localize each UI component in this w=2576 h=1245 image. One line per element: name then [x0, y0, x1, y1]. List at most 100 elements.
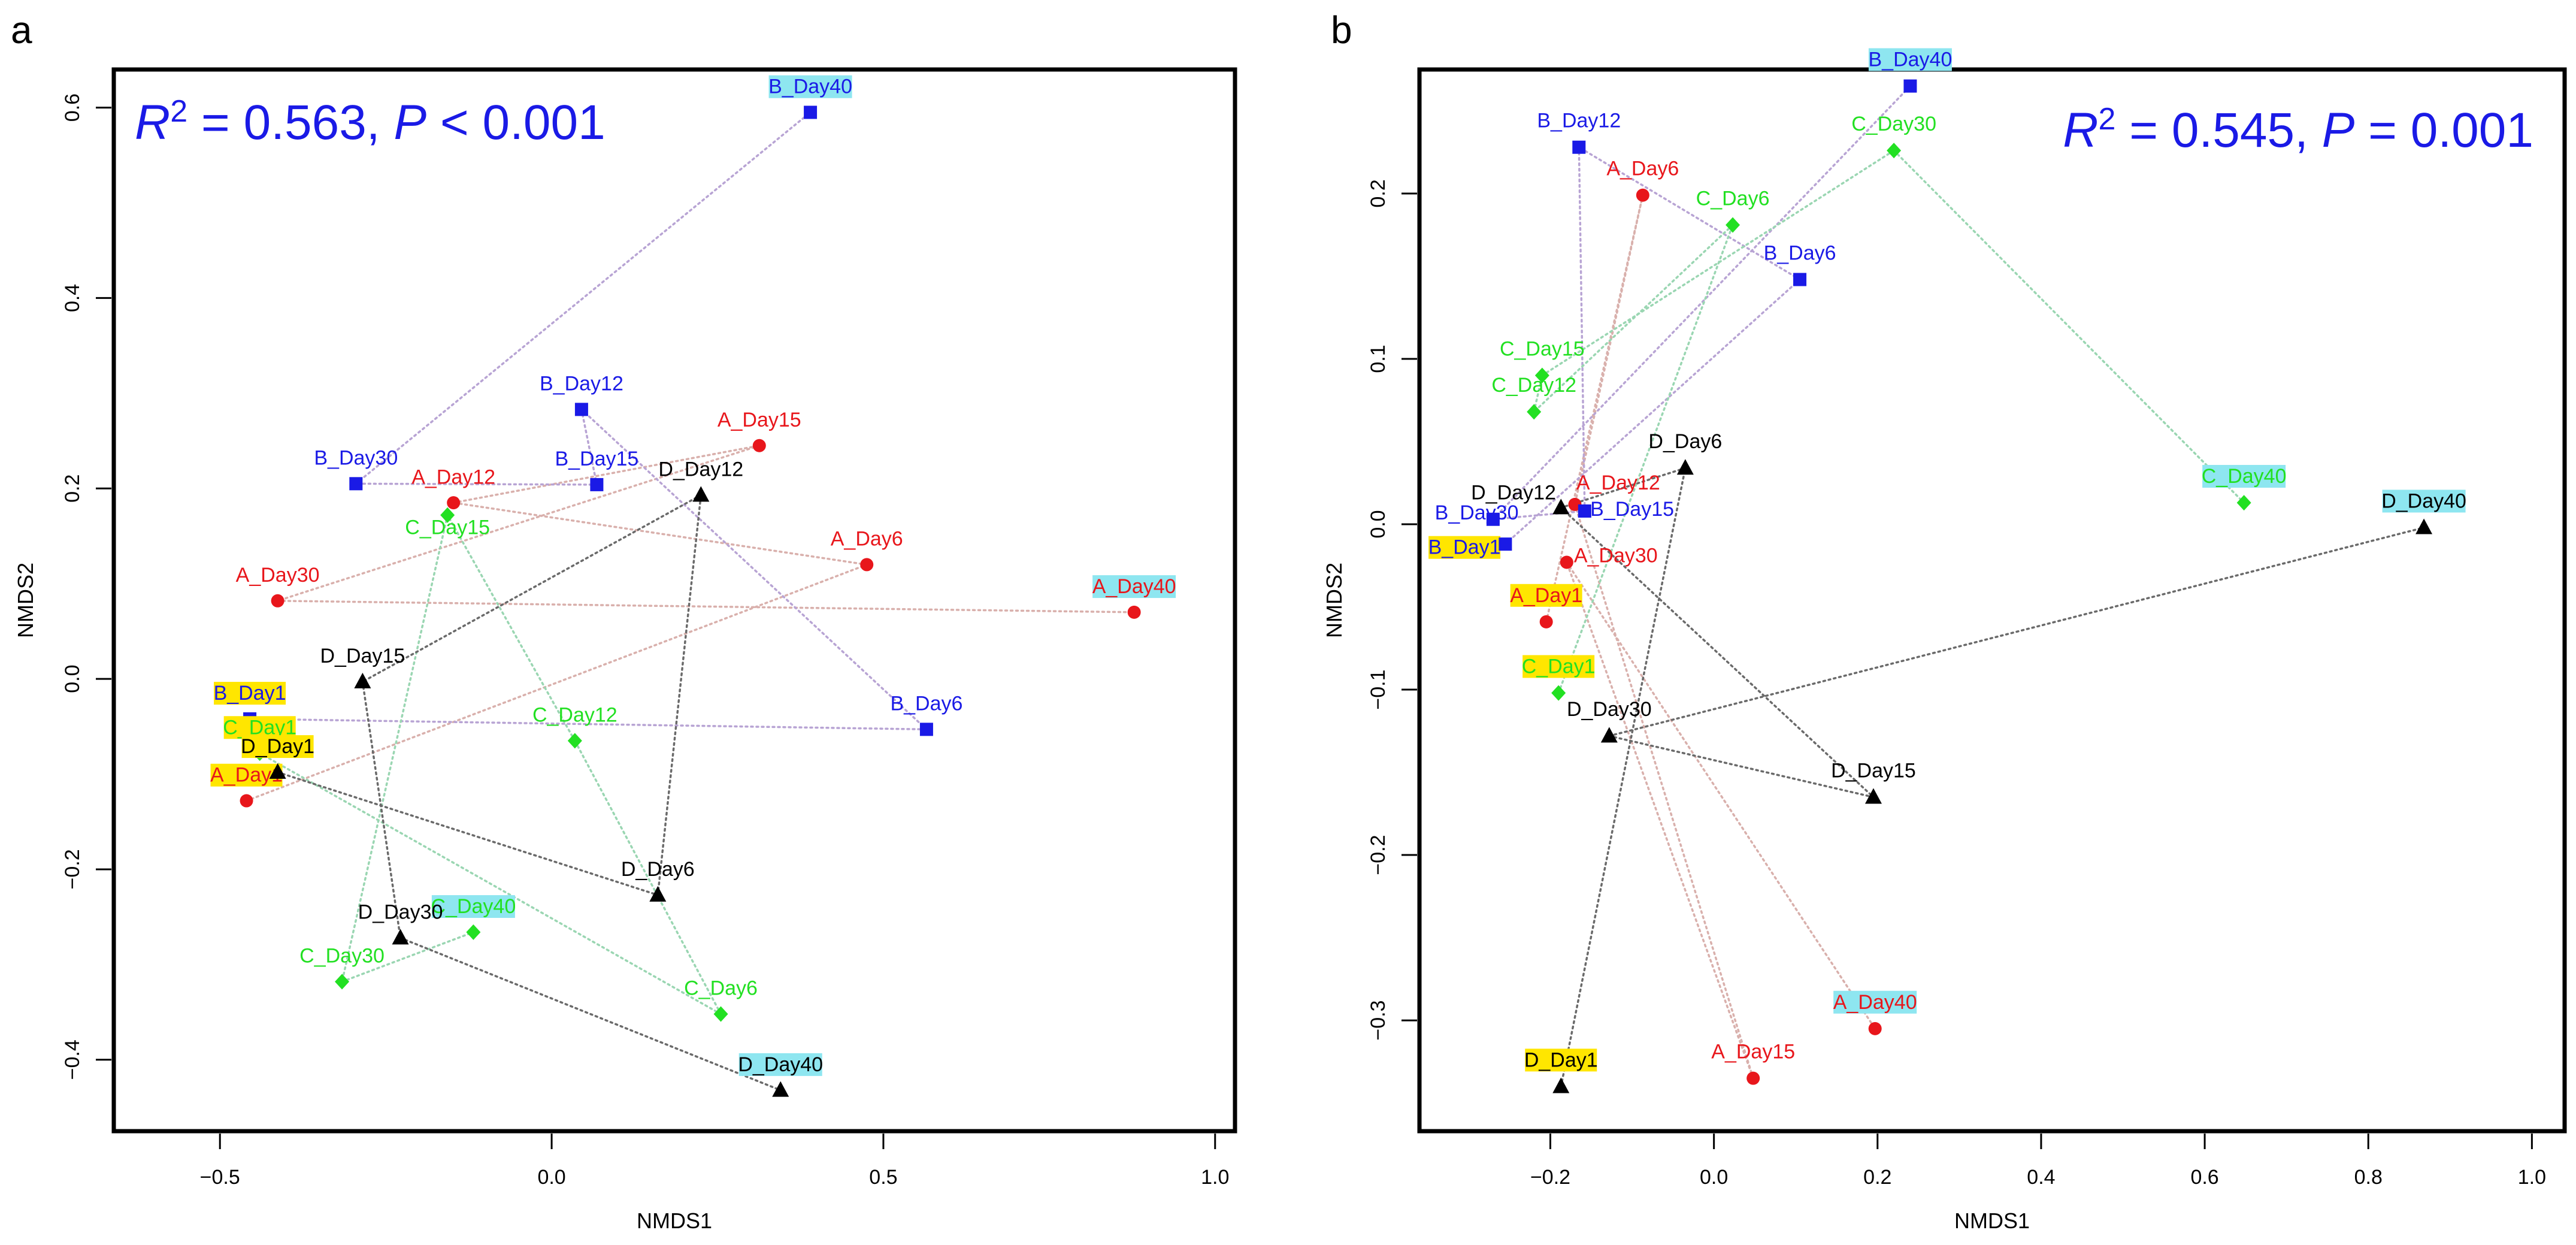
panel-b-point-C_Day1-label: C_Day1	[1522, 655, 1596, 678]
panel-b-point-C_Day6-marker	[1726, 217, 1740, 233]
panel-b-point-C_Day6-label: C_Day6	[1696, 187, 1770, 210]
panel-a-y-tick-label: 0.2	[61, 475, 84, 503]
panel-b-point-A_Day15-marker	[1746, 1071, 1760, 1085]
panel-a-point-B_Day15-marker	[590, 478, 604, 491]
panel-a-point-C_Day40-label-highlight	[431, 895, 515, 918]
panel-b-segment-B_Day30-B_Day40	[1492, 84, 1912, 521]
panel-a-segment-A_Day15-A_Day30	[276, 444, 761, 602]
panel-b-segments	[1492, 84, 2425, 1088]
panel-b-p-symbol: P	[2322, 103, 2355, 158]
panel-b-point-D_Day30-marker	[1600, 727, 1618, 743]
panel-b-point-C_Day40-label: C_Day40	[2202, 465, 2287, 488]
panel-a-segment-A_Day12-A_Day15	[452, 444, 761, 504]
panel-b-point-B_Day12-marker	[1572, 140, 1586, 154]
panel-a-x-tick-label: 0.0	[537, 1166, 565, 1189]
panel-b-point-D_Day6-marker	[1676, 459, 1694, 475]
panel-a-point-C_Day1-label-highlight	[223, 716, 296, 739]
panel-a-point-C_Day12-label: C_Day12	[532, 704, 617, 727]
panel-a-point-A_Day6-label: A_Day6	[831, 528, 903, 551]
panel-a-point-C_Day30-label: C_Day30	[299, 945, 385, 968]
panel-a-point-A_Day40-label: A_Day40	[1092, 575, 1176, 598]
panel-a-stats-annotation: R2 = 0.563, P < 0.001	[135, 94, 606, 150]
panel-b-point-D_Day40-marker	[2415, 518, 2433, 534]
panel-b-plot-frame	[1417, 67, 2567, 1134]
panel-b-point-A_Day40-label: A_Day40	[1833, 991, 1917, 1014]
panel-b-point-B_Day40-label: B_Day40	[1868, 48, 1952, 71]
panel-b-point-B_Day1-label: B_Day1	[1428, 536, 1501, 559]
panel-a-segment-C_Day12-C_Day15	[446, 514, 576, 742]
panel-b-p-value: = 0.001	[2354, 103, 2533, 158]
panel-a-segment-C_Day1-C_Day6	[258, 752, 722, 1016]
panel-b-point-A_Day12-label: A_Day12	[1576, 472, 1660, 494]
panel-a-point-D_Day12-marker	[692, 486, 710, 502]
panel-a-segment-A_Day30-A_Day40	[276, 600, 1136, 614]
panel-b-stats-annotation: R2 = 0.545, P = 0.001	[2063, 102, 2533, 158]
panel-a-point-A_Day6-marker	[860, 558, 874, 572]
panel-b-point-B_Day15-marker	[1578, 504, 1591, 518]
panel-a-point-B_Day12-marker	[574, 403, 588, 416]
panel-b-segment-C_Day15-C_Day30	[1541, 149, 1895, 377]
panel-a-point-D_Day6-marker	[649, 886, 667, 902]
panel-a-point-D_Day6-label: D_Day6	[621, 858, 695, 881]
panel-b-y-tick-label: −0.3	[1367, 1001, 1390, 1041]
panel-a-point-D_Day15-label: D_Day15	[320, 645, 405, 667]
panel-b-point-C_Day15-label: C_Day15	[1500, 338, 1585, 361]
panel-a-point-C_Day6-label: C_Day6	[684, 977, 758, 1000]
panel-a-segment-B_Day15-B_Day30	[355, 482, 598, 486]
panel-b-segment-C_Day6-C_Day12	[1533, 223, 1734, 413]
panel-a-point-A_Day1-label: A_Day1	[210, 764, 283, 787]
panel-a-segment-B_Day30-B_Day40	[355, 111, 812, 485]
panel-b-point-A_Day30-label: A_Day30	[1574, 545, 1658, 567]
panel-b-y-tick-label: −0.1	[1367, 669, 1390, 709]
panel-b-point-A_Day6-marker	[1636, 188, 1649, 202]
panel-b-x-axis-title: NMDS1	[1954, 1208, 2030, 1233]
panel-b-point-D_Day1-label-highlight	[1525, 1048, 1597, 1072]
panel-b-point-A_Day1-marker	[1539, 615, 1553, 628]
panel-a-point-A_Day15-label: A_Day15	[718, 409, 801, 431]
panel-a-point-B_Day30-marker	[349, 477, 363, 491]
panel-a-r2-superscript: 2	[170, 94, 187, 129]
panel-b-point-D_Day40-label: D_Day40	[2381, 489, 2466, 512]
panel-b-point-B_Day40-label-highlight	[1868, 48, 1952, 71]
panel-a-y-tick-label: −0.4	[61, 1039, 84, 1080]
panel-b-point-D_Day15-marker	[1864, 788, 1882, 804]
panel-a-letter: a	[11, 8, 32, 52]
panel-b-point-A_Day15-label: A_Day15	[1711, 1041, 1795, 1063]
panel-a-x-tick-label: 0.5	[869, 1166, 897, 1189]
panel-a-y-tick-label: 0.6	[61, 93, 84, 122]
panel-a-segment-D_Day6-D_Day12	[656, 494, 703, 896]
panel-a-point-A_Day12-label: A_Day12	[411, 466, 495, 488]
panel-a-segment-D_Day15-D_Day30	[361, 681, 402, 939]
panel-a-segment-A_Day6-A_Day12	[452, 501, 868, 566]
panel-b-point-A_Day40-marker	[1868, 1022, 1882, 1035]
panel-a-segment-B_Day12-B_Day15	[580, 408, 598, 486]
panel-a-point-B_Day40-label: B_Day40	[768, 75, 852, 98]
panel-b-segment-B_Day1-B_Day6	[1504, 278, 1801, 545]
panel-a-segment-A_Day1-A_Day6	[245, 563, 868, 802]
panel-b-point-C_Day40-label-highlight	[2202, 465, 2286, 488]
panel-b-segment-A_Day6-A_Day12	[1573, 194, 1644, 506]
panel-a-plot-frame	[111, 67, 1237, 1134]
panel-b-segment-A_Day1-A_Day6	[1545, 194, 1644, 623]
panel-b-segment-D_Day12-D_Day15	[1560, 506, 1875, 799]
panel-b-x-tick-label: 0.0	[1700, 1166, 1728, 1189]
panel-a-point-D_Day40-label-highlight	[738, 1053, 822, 1076]
panel-b-segment-D_Day15-D_Day30	[1608, 735, 1875, 799]
panel-b-segment-A_Day15-A_Day30	[1566, 561, 1754, 1080]
panel-a-point-A_Day30-marker	[271, 594, 284, 608]
panel-b-segment-D_Day1-D_Day6	[1560, 467, 1687, 1088]
panel-a-p-symbol: P	[393, 95, 426, 150]
panel-b-point-A_Day6-label: A_Day6	[1606, 158, 1679, 180]
panel-a-x-tick-label: −0.5	[200, 1166, 240, 1189]
panel-a-segment-D_Day12-D_Day15	[361, 494, 703, 683]
panel-a-point-A_Day15-marker	[752, 439, 766, 452]
panel-b-point-D_Day40-label-highlight	[2382, 489, 2466, 513]
panel-a-x-tick-label: 1.0	[1201, 1166, 1229, 1189]
panel-a-point-A_Day40-label-highlight	[1092, 575, 1176, 599]
panel-a-segment-C_Day6-C_Day12	[574, 739, 722, 1016]
panel-b-segment-A_Day30-A_Day40	[1566, 561, 1876, 1030]
panel-a-ticks: −0.5 0.0 0.5 1.0 −0.4 −0.2 0.0 0.2 0.4 0.6	[61, 93, 1229, 1189]
panel-b-segment-D_Day30-D_Day40	[1608, 526, 2425, 738]
panel-a-y-axis-title: NMDS2	[13, 563, 38, 638]
